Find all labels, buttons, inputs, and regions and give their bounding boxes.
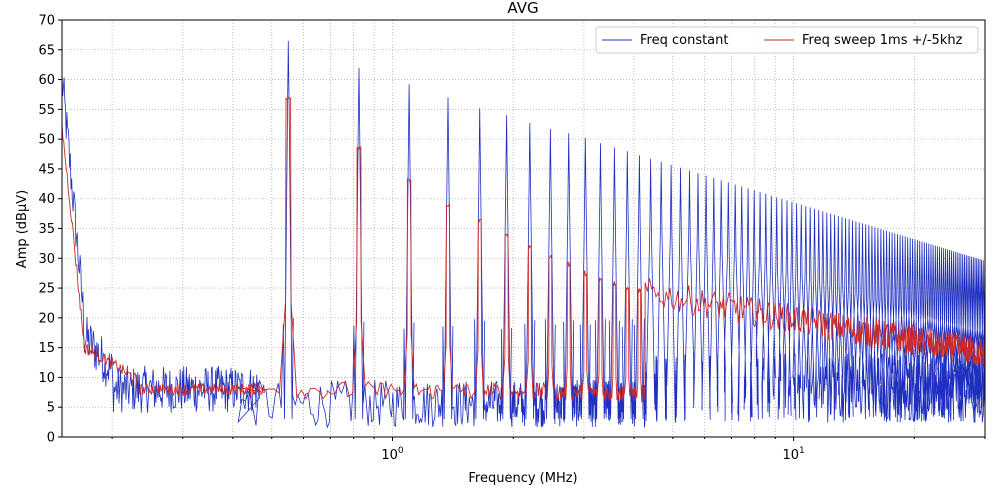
grid <box>62 19 986 438</box>
y-tick-label: 10 <box>38 371 55 386</box>
chart-title: AVG <box>507 0 538 17</box>
legend: Freq constant Freq sweep 1ms +/-5khz <box>595 26 979 54</box>
legend-label-freq-sweep: Freq sweep 1ms +/-5khz <box>802 33 963 48</box>
y-tick-label: 20 <box>38 311 55 326</box>
y-tick-label: 30 <box>38 252 55 267</box>
y-tick-label: 45 <box>38 162 55 177</box>
series-layer <box>62 40 985 429</box>
y-tick-label: 35 <box>38 222 55 237</box>
x-axis-label: Frequency (MHz) <box>468 471 577 486</box>
series-line-freq-sweep <box>62 96 985 403</box>
y-tick-label: 25 <box>38 282 55 297</box>
y-tick-label: 0 <box>47 431 55 446</box>
y-tick-label: 40 <box>38 192 55 207</box>
y-tick-label: 65 <box>38 43 55 58</box>
legend-label-freq-constant: Freq constant <box>640 33 729 48</box>
y-axis-label: Amp (dBµV) <box>15 190 30 268</box>
y-tick-label: 15 <box>38 341 55 356</box>
y-axis: 0 5 10 15 20 25 30 35 40 45 50 55 60 65 70 <box>38 14 62 446</box>
y-tick-label: 50 <box>38 133 55 148</box>
series-line-freq-constant <box>62 40 985 429</box>
y-tick-label: 55 <box>38 103 55 118</box>
y-tick-label: 5 <box>47 401 55 416</box>
y-tick-label: 70 <box>38 14 55 29</box>
y-tick-label: 60 <box>38 73 55 88</box>
